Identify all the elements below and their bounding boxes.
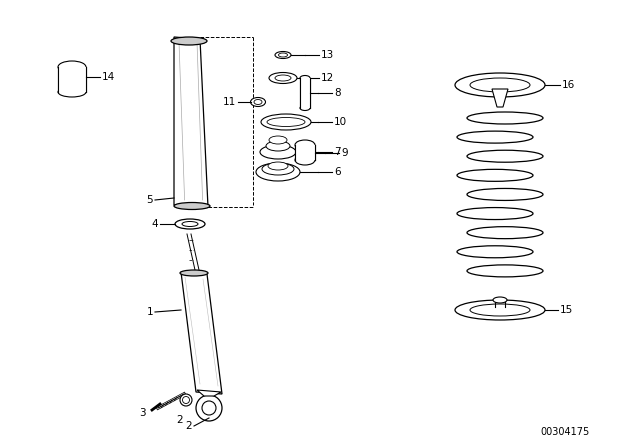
Ellipse shape: [275, 52, 291, 59]
Text: 00304175: 00304175: [540, 427, 589, 437]
Text: 10: 10: [334, 117, 347, 127]
Polygon shape: [58, 67, 86, 92]
Ellipse shape: [470, 78, 530, 92]
Ellipse shape: [457, 246, 533, 258]
Ellipse shape: [260, 145, 296, 159]
Text: 1: 1: [147, 307, 153, 317]
Text: 2: 2: [176, 415, 182, 425]
Ellipse shape: [58, 61, 86, 73]
Ellipse shape: [467, 227, 543, 239]
Ellipse shape: [256, 163, 300, 181]
Ellipse shape: [457, 207, 533, 220]
Polygon shape: [300, 78, 310, 108]
Ellipse shape: [175, 219, 205, 229]
Ellipse shape: [457, 169, 533, 181]
Ellipse shape: [267, 117, 305, 126]
Ellipse shape: [180, 270, 208, 276]
Ellipse shape: [58, 87, 86, 97]
Text: 16: 16: [562, 80, 575, 90]
Ellipse shape: [171, 37, 207, 45]
Ellipse shape: [300, 105, 310, 111]
Polygon shape: [492, 89, 508, 107]
Ellipse shape: [266, 141, 290, 151]
Ellipse shape: [250, 98, 266, 107]
Ellipse shape: [467, 265, 543, 277]
Ellipse shape: [295, 140, 315, 150]
Ellipse shape: [261, 114, 311, 130]
Ellipse shape: [278, 53, 287, 57]
Polygon shape: [295, 145, 315, 160]
Ellipse shape: [202, 401, 216, 415]
Ellipse shape: [268, 162, 288, 170]
Text: 7: 7: [334, 147, 340, 157]
Ellipse shape: [467, 189, 543, 200]
Text: 11: 11: [223, 97, 236, 107]
Ellipse shape: [295, 155, 315, 165]
Ellipse shape: [493, 297, 507, 303]
Text: 3: 3: [140, 408, 146, 418]
Ellipse shape: [182, 221, 198, 227]
Ellipse shape: [182, 396, 189, 404]
Text: 12: 12: [321, 73, 334, 83]
Ellipse shape: [300, 76, 310, 81]
Text: 5: 5: [147, 195, 153, 205]
Polygon shape: [197, 390, 221, 396]
Polygon shape: [174, 37, 208, 207]
Ellipse shape: [174, 202, 210, 210]
Ellipse shape: [455, 300, 545, 320]
Ellipse shape: [467, 112, 543, 124]
Text: 4: 4: [152, 219, 158, 229]
Ellipse shape: [269, 73, 297, 83]
Ellipse shape: [457, 131, 533, 143]
Ellipse shape: [455, 73, 545, 97]
Ellipse shape: [275, 75, 291, 81]
Text: 6: 6: [334, 167, 340, 177]
Ellipse shape: [254, 99, 262, 104]
Ellipse shape: [262, 163, 294, 175]
Ellipse shape: [269, 136, 287, 144]
Text: 8: 8: [334, 88, 340, 98]
Text: 13: 13: [321, 50, 334, 60]
Polygon shape: [181, 272, 222, 394]
Ellipse shape: [180, 394, 192, 406]
Ellipse shape: [470, 304, 530, 316]
Ellipse shape: [467, 150, 543, 162]
Text: 9: 9: [341, 148, 348, 158]
Ellipse shape: [196, 395, 222, 421]
Text: 15: 15: [560, 305, 573, 315]
Text: 2: 2: [186, 421, 192, 431]
Text: 14: 14: [102, 72, 115, 82]
